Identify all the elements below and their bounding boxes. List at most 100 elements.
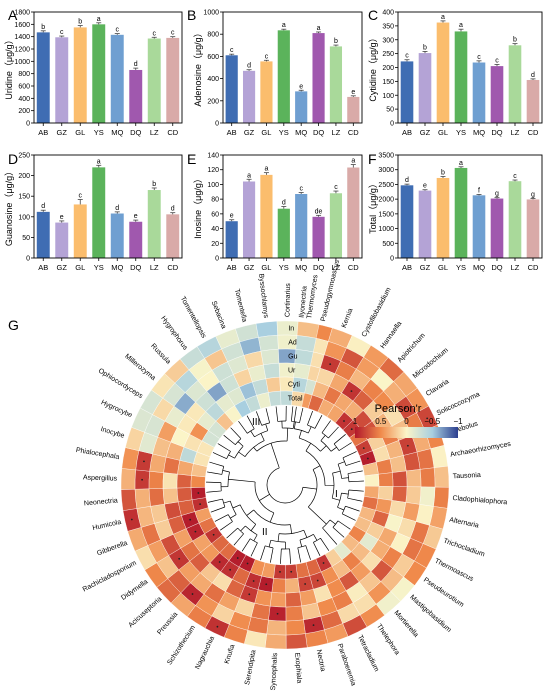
x-tick-label: GZ [57, 263, 68, 272]
x-tick-label: GZ [420, 128, 431, 137]
y-tick-label: 3000 [378, 167, 394, 174]
significance-dot [178, 557, 181, 560]
bar-ab [36, 32, 50, 123]
y-tick-label: 200 [207, 98, 219, 105]
x-tick-label: AB [38, 128, 48, 137]
bar-mq [295, 91, 308, 123]
significance-letter: e [134, 213, 138, 220]
bar-panel-b: B Adenosine（μg/g） 0 200 400 600 800 1000 c AB d GZ c… [187, 7, 363, 137]
x-tick-label: LZ [332, 263, 341, 272]
bar-gl [436, 22, 450, 124]
y-tick-label: 250 [18, 153, 30, 160]
bar-cd [347, 96, 360, 123]
legend-tick-label: −1 [453, 417, 463, 426]
cluster-label-ii: II [262, 527, 268, 538]
bar-dq [129, 69, 143, 123]
x-tick-label: GL [261, 128, 271, 137]
bar-cd [166, 214, 180, 258]
genus-label: Thelephora [375, 623, 401, 656]
x-tick-label: YS [456, 128, 466, 137]
y-tick-label: 200 [382, 65, 394, 72]
significance-letter: b [334, 38, 338, 45]
heat-cell [285, 591, 302, 608]
heat-cell [258, 334, 279, 352]
ring-label: Cyti [288, 382, 301, 389]
heat-cell [285, 605, 304, 622]
bar-gz [242, 181, 256, 258]
y-tick-label: 40 [211, 226, 219, 233]
x-tick-label: LZ [332, 128, 341, 137]
significance-dot [189, 518, 192, 521]
heat-cell [285, 619, 306, 636]
heat-cell [419, 486, 436, 507]
y-tick-label: 50 [22, 235, 30, 242]
y-tick-label: 3500 [378, 153, 394, 160]
bar-gl [260, 174, 273, 258]
bar-cd [526, 199, 540, 258]
significance-dot [216, 625, 219, 628]
y-tick-label: 400 [382, 10, 394, 17]
significance-dot [426, 417, 429, 420]
significance-dot [229, 568, 232, 571]
y-axis-title: Total（μg/g） [368, 179, 378, 234]
bar-ys [92, 24, 106, 123]
genus-label: Aspergillus [83, 474, 118, 482]
heat-cell [295, 335, 317, 353]
bar-cd [166, 37, 180, 123]
significance-letter: d [531, 72, 535, 79]
bar-lz [329, 193, 343, 258]
genus-label: Paraboeremia [336, 643, 357, 687]
legend-tick-label: 1 [353, 417, 358, 426]
genus-label: Cortinarius [284, 283, 292, 317]
significance-letter: c [334, 184, 338, 191]
significance-letter: b [441, 169, 445, 176]
bar-gl [436, 177, 450, 258]
bar-dq [129, 221, 143, 258]
heat-cell [269, 591, 287, 608]
y-tick-label: 200 [18, 173, 30, 180]
significance-dot [343, 420, 345, 422]
legend-tick-label: 0 [404, 417, 409, 426]
significance-letter: e [230, 213, 234, 220]
heat-cell [291, 391, 305, 407]
significance-letter: c [171, 30, 175, 37]
heat-cell [120, 468, 136, 490]
heat-cell [405, 469, 422, 488]
bar-panel-f: F Total（μg/g） 0 500 1000 1500 2000 2500 3000 3500… [368, 151, 543, 272]
ring-label: Ad [288, 340, 297, 347]
y-tick-label: 600 [207, 54, 219, 61]
x-tick-label: MQ [473, 128, 485, 137]
significance-dot [197, 492, 200, 494]
x-tick-label: LZ [511, 263, 520, 272]
significance-letter: c [265, 53, 269, 60]
genus-label: Nectria [315, 649, 326, 672]
significance-letter: c [477, 54, 481, 61]
plot-frame [33, 11, 183, 124]
significance-letter: b [41, 24, 45, 31]
y-tick-label: 2000 [378, 197, 394, 204]
genus-label: Trichocladium [442, 538, 485, 559]
significance-dot [322, 562, 325, 564]
heat-cell [433, 486, 450, 509]
significance-letter: c [299, 186, 303, 193]
bar-mq [472, 62, 486, 123]
plot-frame [397, 11, 543, 124]
panel-label: G [8, 317, 19, 333]
significance-letter: d [41, 203, 45, 210]
genus-label: Hygrophorus [159, 315, 189, 352]
heat-cell [377, 486, 394, 501]
x-tick-label: DQ [130, 128, 141, 137]
genus-label: Solicoccozyma [436, 391, 481, 417]
heat-cell [293, 363, 311, 380]
significance-dot [406, 444, 409, 447]
bar-panel-c: C Cytidine（μg/g） 0 50 100 150 200 250 300 350 400 c… [368, 7, 543, 137]
bar-dq [490, 198, 504, 258]
genus-label: Mortierella [393, 610, 420, 639]
x-tick-label: AB [227, 128, 237, 137]
cluster-label-i: I [335, 489, 338, 500]
x-tick-label: YS [279, 128, 289, 137]
heatmap-rings [120, 320, 450, 650]
heat-cell [433, 465, 450, 488]
genus-label: Russula [149, 343, 172, 366]
